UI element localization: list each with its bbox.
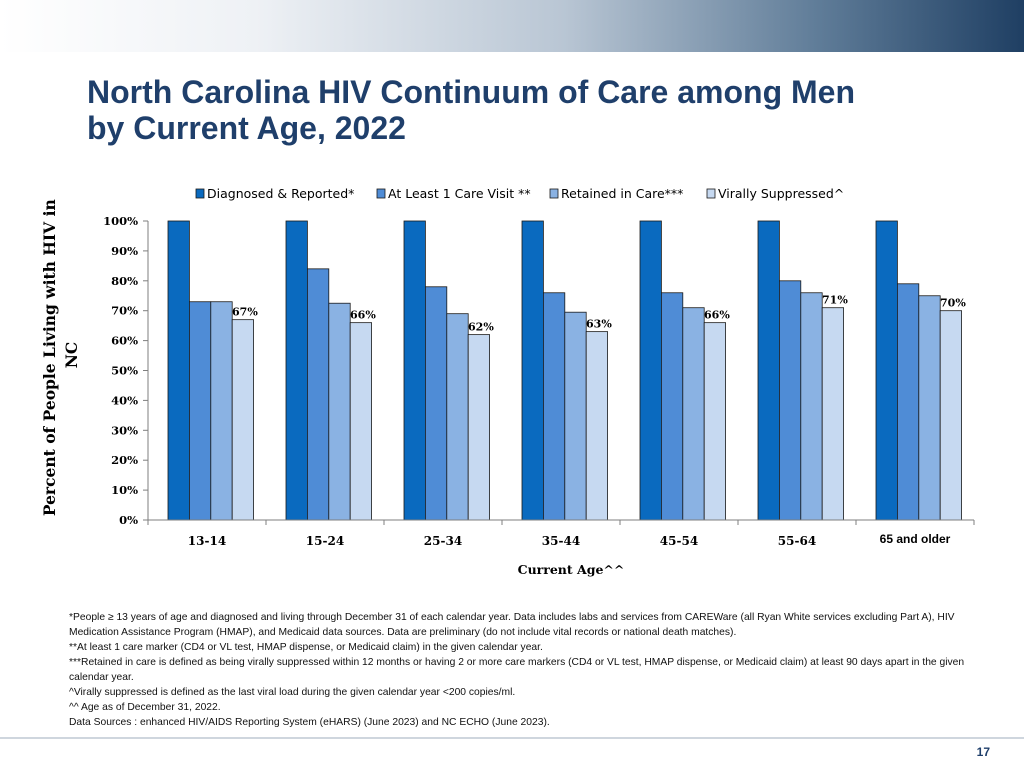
bar <box>585 331 609 521</box>
bar <box>328 302 351 521</box>
data-label: 62% <box>468 321 494 334</box>
y-tick-label: 30% <box>111 423 138 437</box>
header-gradient-band <box>0 0 1024 52</box>
bar <box>543 292 566 521</box>
y-tick-label: 60% <box>111 334 138 348</box>
legend-swatch <box>195 188 205 199</box>
y-axis-title-line-1: Percent of People Living with HIV in <box>40 199 59 516</box>
y-tick-label: 10% <box>111 483 138 497</box>
footnote-line: ***Retained in care is defined as being … <box>69 657 965 683</box>
bar <box>446 313 469 521</box>
bar <box>564 311 587 521</box>
page-title-line-2: by Current Age, 2022 <box>87 110 406 146</box>
bar <box>757 220 780 521</box>
bar <box>403 220 426 521</box>
x-tick-label: 13-14 <box>188 534 226 548</box>
bar <box>875 220 898 521</box>
bar <box>467 334 491 521</box>
bar <box>682 307 705 521</box>
data-label: 71% <box>822 294 848 307</box>
bar <box>918 295 941 521</box>
bar <box>306 268 330 521</box>
y-tick-label: 50% <box>111 364 138 378</box>
y-axis: 0% 10% 20% 30% 40% 50% 60% 70% 80% 90% 100% <box>103 214 149 527</box>
page-title-line-1: North Carolina HIV Continuum of Care amo… <box>87 74 856 110</box>
bar <box>521 220 544 521</box>
bar <box>210 301 233 521</box>
x-tick-label: 15-24 <box>306 534 344 548</box>
y-axis-title: Percent of People Living with HIV in NC <box>40 194 81 516</box>
page-title: North Carolina HIV Continuum of Care amo… <box>87 74 987 146</box>
bar-chart: Diagnosed & Reported* At Least 1 Care Vis… <box>40 186 975 577</box>
x-axis-title: Current Age^^ <box>518 562 625 577</box>
bar <box>779 280 802 521</box>
bar <box>661 292 684 521</box>
y-tick-label: 90% <box>111 244 138 258</box>
bar <box>939 310 963 521</box>
page-number: 17 <box>976 745 990 759</box>
y-axis-title-line-2: NC <box>62 342 81 369</box>
x-tick-label: 65 and older <box>880 532 951 546</box>
x-tick-label: 55-64 <box>778 534 816 548</box>
data-label: 66% <box>350 309 376 322</box>
y-tick-label: 0% <box>119 513 138 527</box>
data-label: 67% <box>232 306 258 319</box>
data-label: 63% <box>586 318 612 331</box>
y-tick-label: 80% <box>111 274 138 288</box>
x-axis: 13-14 15-24 25-34 35-44 45-54 55-64 65 and old… <box>147 519 975 548</box>
legend-label: Virally Suppressed^ <box>718 186 844 201</box>
footnote-line: ^^ Age as of December 31, 2022. <box>69 702 221 713</box>
x-tick-label: 25-34 <box>424 534 462 548</box>
legend-label: Retained in Care*** <box>561 186 683 201</box>
chart-legend: Diagnosed & Reported* At Least 1 Care Vis… <box>195 186 844 201</box>
bar <box>800 292 823 521</box>
footnotes: *People ≥ 13 years of age and diagnosed … <box>69 610 969 730</box>
bar <box>639 220 662 521</box>
footnote-line: **At least 1 care marker (CD4 or VL test… <box>69 642 543 653</box>
bar <box>188 301 212 521</box>
data-label: 66% <box>704 309 730 322</box>
bar <box>424 286 448 521</box>
y-tick-label: 20% <box>111 453 138 467</box>
legend-label: Diagnosed & Reported* <box>207 186 354 201</box>
bottom-divider <box>0 737 1024 739</box>
y-tick-label: 70% <box>111 304 138 318</box>
bar <box>897 283 920 521</box>
x-tick-label: 35-44 <box>542 534 580 548</box>
y-tick-label: 100% <box>103 214 138 228</box>
bar <box>703 322 727 521</box>
bar <box>285 220 308 521</box>
bar <box>821 307 845 521</box>
bar <box>167 220 190 521</box>
footnote-line: Data Sources : enhanced HIV/AIDS Reporti… <box>69 717 550 728</box>
legend-swatch <box>376 188 386 199</box>
x-tick-label: 45-54 <box>660 534 698 548</box>
bar <box>231 319 254 521</box>
footnote-line: *People ≥ 13 years of age and diagnosed … <box>69 612 955 638</box>
data-label: 70% <box>940 297 966 310</box>
bar-series-group: 67% 66% 62% 63% 66% 71% 70% <box>167 220 966 521</box>
legend-label: At Least 1 Care Visit ** <box>388 186 531 201</box>
bar <box>349 322 373 521</box>
legend-swatch <box>549 188 559 199</box>
footnote-line: ^Virally suppressed is defined as the la… <box>69 687 516 698</box>
y-tick-label: 40% <box>111 393 138 407</box>
legend-swatch <box>706 188 716 199</box>
